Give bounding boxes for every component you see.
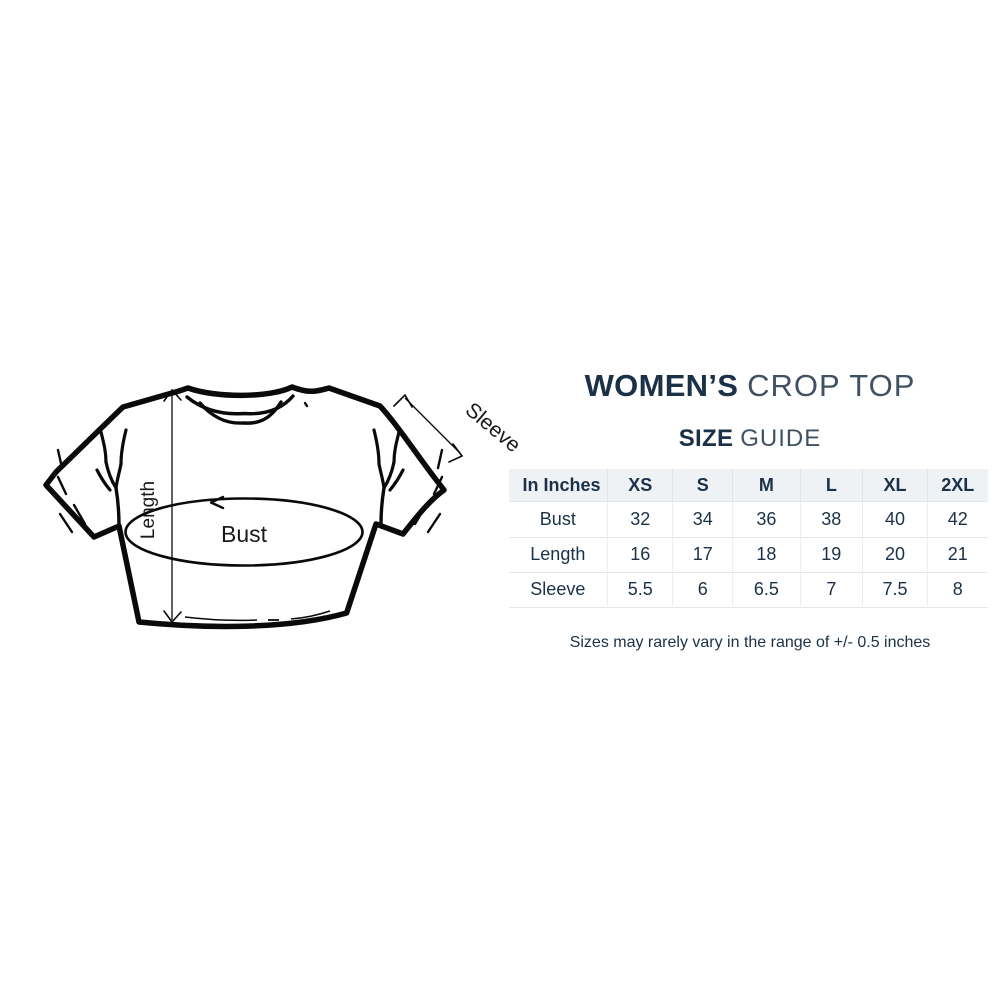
svg-text:Length: Length (138, 481, 159, 539)
svg-text:Bust: Bust (221, 521, 268, 547)
